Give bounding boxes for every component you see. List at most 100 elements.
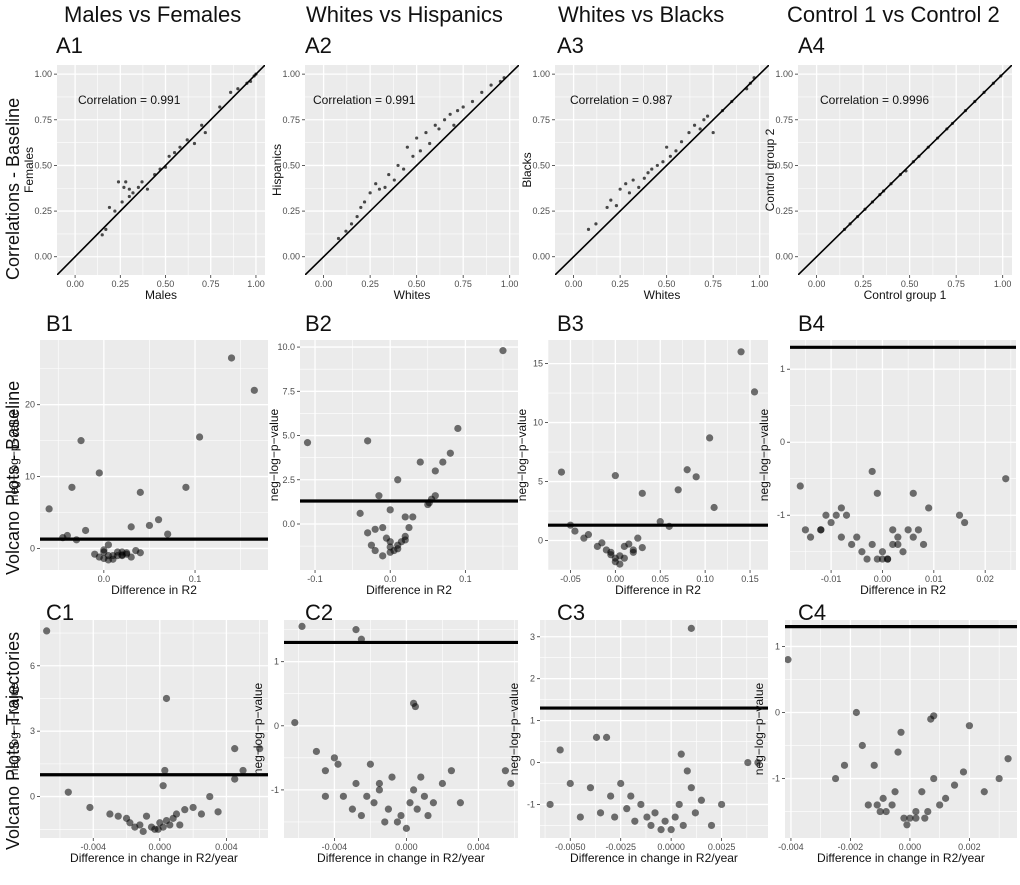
data-point — [594, 222, 598, 226]
data-point — [127, 187, 131, 191]
data-point — [692, 473, 700, 481]
data-point — [586, 227, 591, 231]
data-point — [832, 511, 840, 519]
data-point — [377, 187, 382, 191]
panel-B2: -0.1 0.0 0.1 0.0 2.5 5.0 7.5 10.0 Difference in … — [267, 340, 518, 597]
data-point — [172, 810, 181, 818]
data-point — [827, 518, 835, 527]
data-point — [162, 694, 171, 703]
data-point — [352, 779, 360, 788]
data-point — [501, 767, 509, 775]
x-tick-label: 0.0025 — [708, 842, 736, 852]
data-point — [921, 814, 929, 822]
data-point — [580, 534, 588, 542]
y-tick-label: 1.00 — [282, 69, 300, 79]
data-point — [982, 90, 986, 94]
x-tick-label: -0.0025 — [605, 842, 636, 852]
data-point — [879, 794, 887, 802]
x-tick-label: 0.000 — [899, 842, 922, 852]
data-point — [303, 439, 312, 447]
y-tick-label: 0.50 — [532, 160, 550, 170]
data-point — [909, 489, 917, 497]
data-point — [359, 205, 363, 210]
data-point — [429, 799, 437, 807]
data-point — [127, 523, 135, 531]
data-point — [433, 123, 437, 127]
plot-background-C1 — [40, 620, 268, 838]
data-point — [614, 204, 619, 208]
data-point — [730, 99, 734, 104]
data-point — [919, 540, 928, 549]
x-axis-title-C3: Difference in change in R2/year — [570, 851, 738, 865]
data-point — [330, 754, 338, 762]
x-tick-label: 0.00 — [607, 574, 625, 584]
y-axis-title-A2: Hispanics — [270, 144, 284, 196]
data-point — [710, 503, 718, 512]
x-tick-label: 0.0 — [98, 574, 111, 584]
data-point — [387, 172, 391, 177]
y-tick-label: 1.00 — [34, 69, 52, 79]
data-point — [638, 489, 646, 497]
data-point — [687, 784, 695, 792]
data-point — [291, 718, 299, 727]
data-point — [420, 792, 428, 800]
data-point — [596, 809, 605, 817]
data-point — [142, 812, 151, 820]
data-point — [629, 548, 637, 556]
y-tick-label: 1 — [274, 657, 279, 667]
data-point — [909, 533, 917, 541]
correlation-annotation-A1: Correlation = 0.991 — [78, 93, 181, 107]
data-point — [942, 794, 950, 802]
data-point — [623, 805, 631, 813]
x-tick-label: 0.25 — [611, 279, 629, 289]
data-point — [870, 761, 878, 769]
data-point — [401, 513, 409, 521]
y-tick-label: 0.25 — [775, 206, 793, 216]
data-point — [452, 123, 456, 127]
data-point — [674, 149, 678, 153]
data-point — [321, 792, 329, 800]
panel-A4: 0.00 0.25 0.50 0.75 1.00 0.00 0.25 0.50 0.75 1.00… — [763, 65, 1012, 302]
data-point — [126, 819, 134, 827]
data-point — [68, 483, 76, 491]
data-point — [245, 81, 249, 85]
y-tick-label: 0.0 — [282, 519, 295, 529]
data-point — [950, 781, 959, 789]
data-point — [883, 555, 892, 563]
x-tick-label: 0.00 — [66, 279, 84, 289]
y-tick-label: 15 — [533, 359, 543, 369]
data-point — [691, 809, 699, 817]
data-point — [894, 533, 902, 541]
data-point — [576, 813, 584, 821]
data-point — [448, 112, 452, 116]
panel-C4: -0.004 -0.002 0.000 0.002 -1 0 1 Difference in … — [752, 620, 1017, 865]
data-point — [405, 145, 409, 149]
data-point — [136, 185, 140, 189]
y-tick-label: 0.00 — [34, 252, 52, 262]
data-point — [229, 90, 233, 94]
column-title-2: Whites vs Hispanics — [306, 2, 503, 27]
data-point — [848, 540, 856, 549]
data-point — [817, 526, 825, 534]
data-point — [455, 109, 460, 113]
data-point — [661, 160, 665, 164]
x-axis-title-B3: Difference in R2 — [615, 583, 701, 597]
x-tick-label: 0.1 — [189, 574, 202, 584]
data-point — [837, 533, 845, 541]
data-point — [692, 123, 697, 127]
data-point — [980, 788, 988, 796]
x-tick-label: 0.50 — [658, 279, 676, 289]
data-point — [375, 779, 383, 788]
plot-background-C3 — [540, 620, 768, 838]
data-point — [321, 767, 329, 775]
y-tick-label: 0.00 — [775, 252, 793, 262]
data-point — [904, 526, 912, 534]
data-point — [631, 817, 639, 825]
data-point — [406, 799, 414, 807]
data-point — [167, 154, 171, 158]
x-tick-label: 0.10 — [696, 574, 714, 584]
data-point — [611, 813, 619, 821]
x-tick-label: 0.00 — [315, 279, 333, 289]
data-point — [926, 145, 930, 149]
